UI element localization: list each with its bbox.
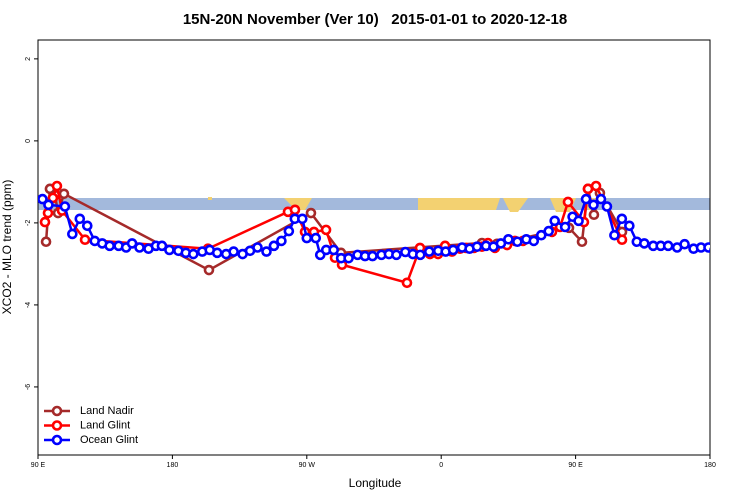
data-point bbox=[401, 277, 413, 289]
data-point bbox=[268, 240, 280, 252]
data-point bbox=[616, 234, 628, 246]
plot-marks bbox=[38, 180, 710, 289]
data-point bbox=[320, 224, 332, 236]
chart-title: 15N-20N November (Ver 10) 2015-01-01 to … bbox=[183, 11, 567, 28]
data-point bbox=[471, 241, 483, 252]
data-point bbox=[43, 199, 54, 211]
data-point bbox=[391, 249, 402, 261]
y-tick-label: -2 bbox=[25, 220, 32, 226]
land-patch bbox=[503, 198, 528, 212]
data-point bbox=[328, 244, 339, 256]
data-point bbox=[289, 204, 301, 216]
x-tick-label: 180 bbox=[167, 462, 179, 469]
data-point bbox=[423, 246, 435, 257]
data-point bbox=[709, 247, 710, 253]
legend: Land Nadir Land Glint Ocean Glint bbox=[44, 405, 138, 446]
ocean-band bbox=[38, 198, 710, 210]
legend-label: Land Glint bbox=[80, 419, 130, 431]
data-point bbox=[543, 225, 555, 237]
data-point bbox=[549, 215, 560, 227]
x-tick-label: 90 E bbox=[31, 462, 46, 469]
data-point bbox=[203, 264, 215, 276]
data-point bbox=[588, 209, 600, 220]
data-point bbox=[38, 193, 48, 205]
data-point bbox=[164, 244, 175, 256]
data-point bbox=[297, 213, 308, 225]
data-point bbox=[104, 240, 115, 252]
data-point bbox=[562, 196, 574, 208]
data-point bbox=[58, 188, 70, 200]
legend-marker bbox=[51, 434, 63, 446]
data-point bbox=[310, 232, 322, 244]
data-point bbox=[283, 225, 295, 237]
data-point bbox=[601, 201, 613, 212]
data-point bbox=[261, 246, 272, 257]
data-point bbox=[580, 193, 592, 205]
data-point bbox=[573, 215, 584, 227]
data-point bbox=[662, 240, 674, 252]
data-point bbox=[588, 199, 599, 211]
x-tick-label: 180 bbox=[704, 462, 716, 469]
data-point bbox=[188, 248, 199, 260]
data-point bbox=[126, 238, 138, 249]
data-point bbox=[74, 213, 86, 225]
x-axis-label: Longitude bbox=[349, 476, 402, 490]
data-point bbox=[512, 236, 523, 248]
data-point bbox=[40, 236, 52, 248]
data-point bbox=[81, 220, 93, 232]
data-point bbox=[624, 220, 635, 232]
data-point bbox=[703, 242, 710, 253]
data-point bbox=[79, 234, 91, 246]
land-patch bbox=[208, 197, 212, 200]
data-point bbox=[638, 238, 650, 249]
data-point bbox=[51, 180, 63, 192]
data-point bbox=[495, 238, 507, 249]
data-point bbox=[39, 216, 51, 228]
data-point bbox=[595, 193, 607, 205]
data-point bbox=[528, 235, 540, 247]
land-patch bbox=[418, 198, 500, 210]
data-point bbox=[42, 207, 54, 219]
data-point bbox=[47, 192, 59, 204]
legend-marker bbox=[51, 420, 63, 431]
map-strip bbox=[38, 197, 710, 212]
data-point bbox=[156, 240, 168, 252]
data-point bbox=[134, 242, 145, 253]
data-point bbox=[301, 232, 313, 244]
data-point bbox=[59, 201, 71, 212]
y-tick-label: 0 bbox=[25, 139, 32, 143]
x-tick-label: 90 W bbox=[299, 462, 316, 469]
data-point bbox=[67, 228, 78, 240]
data-point bbox=[679, 238, 690, 250]
data-point bbox=[276, 235, 287, 247]
land-patch bbox=[284, 198, 312, 210]
data-point bbox=[535, 229, 547, 241]
legend-label: Land Nadir bbox=[80, 405, 134, 417]
legend-label: Ocean Glint bbox=[80, 434, 138, 446]
data-point bbox=[367, 250, 378, 262]
data-point bbox=[503, 233, 514, 245]
data-point bbox=[609, 229, 620, 241]
data-point bbox=[305, 207, 317, 219]
data-point bbox=[590, 180, 602, 192]
y-axis-label: XCO2 - MLO trend (ppm) bbox=[0, 180, 14, 315]
y-tick-label: -6 bbox=[25, 384, 32, 390]
data-point bbox=[211, 247, 223, 259]
data-point bbox=[616, 213, 628, 225]
legend-marker bbox=[51, 405, 63, 417]
data-point bbox=[576, 236, 588, 248]
data-point bbox=[447, 244, 459, 256]
x-tick-label: 0 bbox=[439, 462, 443, 469]
data-point bbox=[414, 249, 426, 261]
data-point bbox=[228, 246, 239, 257]
y-tick-label: 2 bbox=[25, 57, 32, 61]
data-point bbox=[343, 252, 354, 264]
y-tick-label: -4 bbox=[25, 302, 32, 308]
x-tick-label: 90 E bbox=[568, 462, 583, 469]
data-point bbox=[559, 221, 571, 233]
data-point bbox=[252, 242, 263, 253]
